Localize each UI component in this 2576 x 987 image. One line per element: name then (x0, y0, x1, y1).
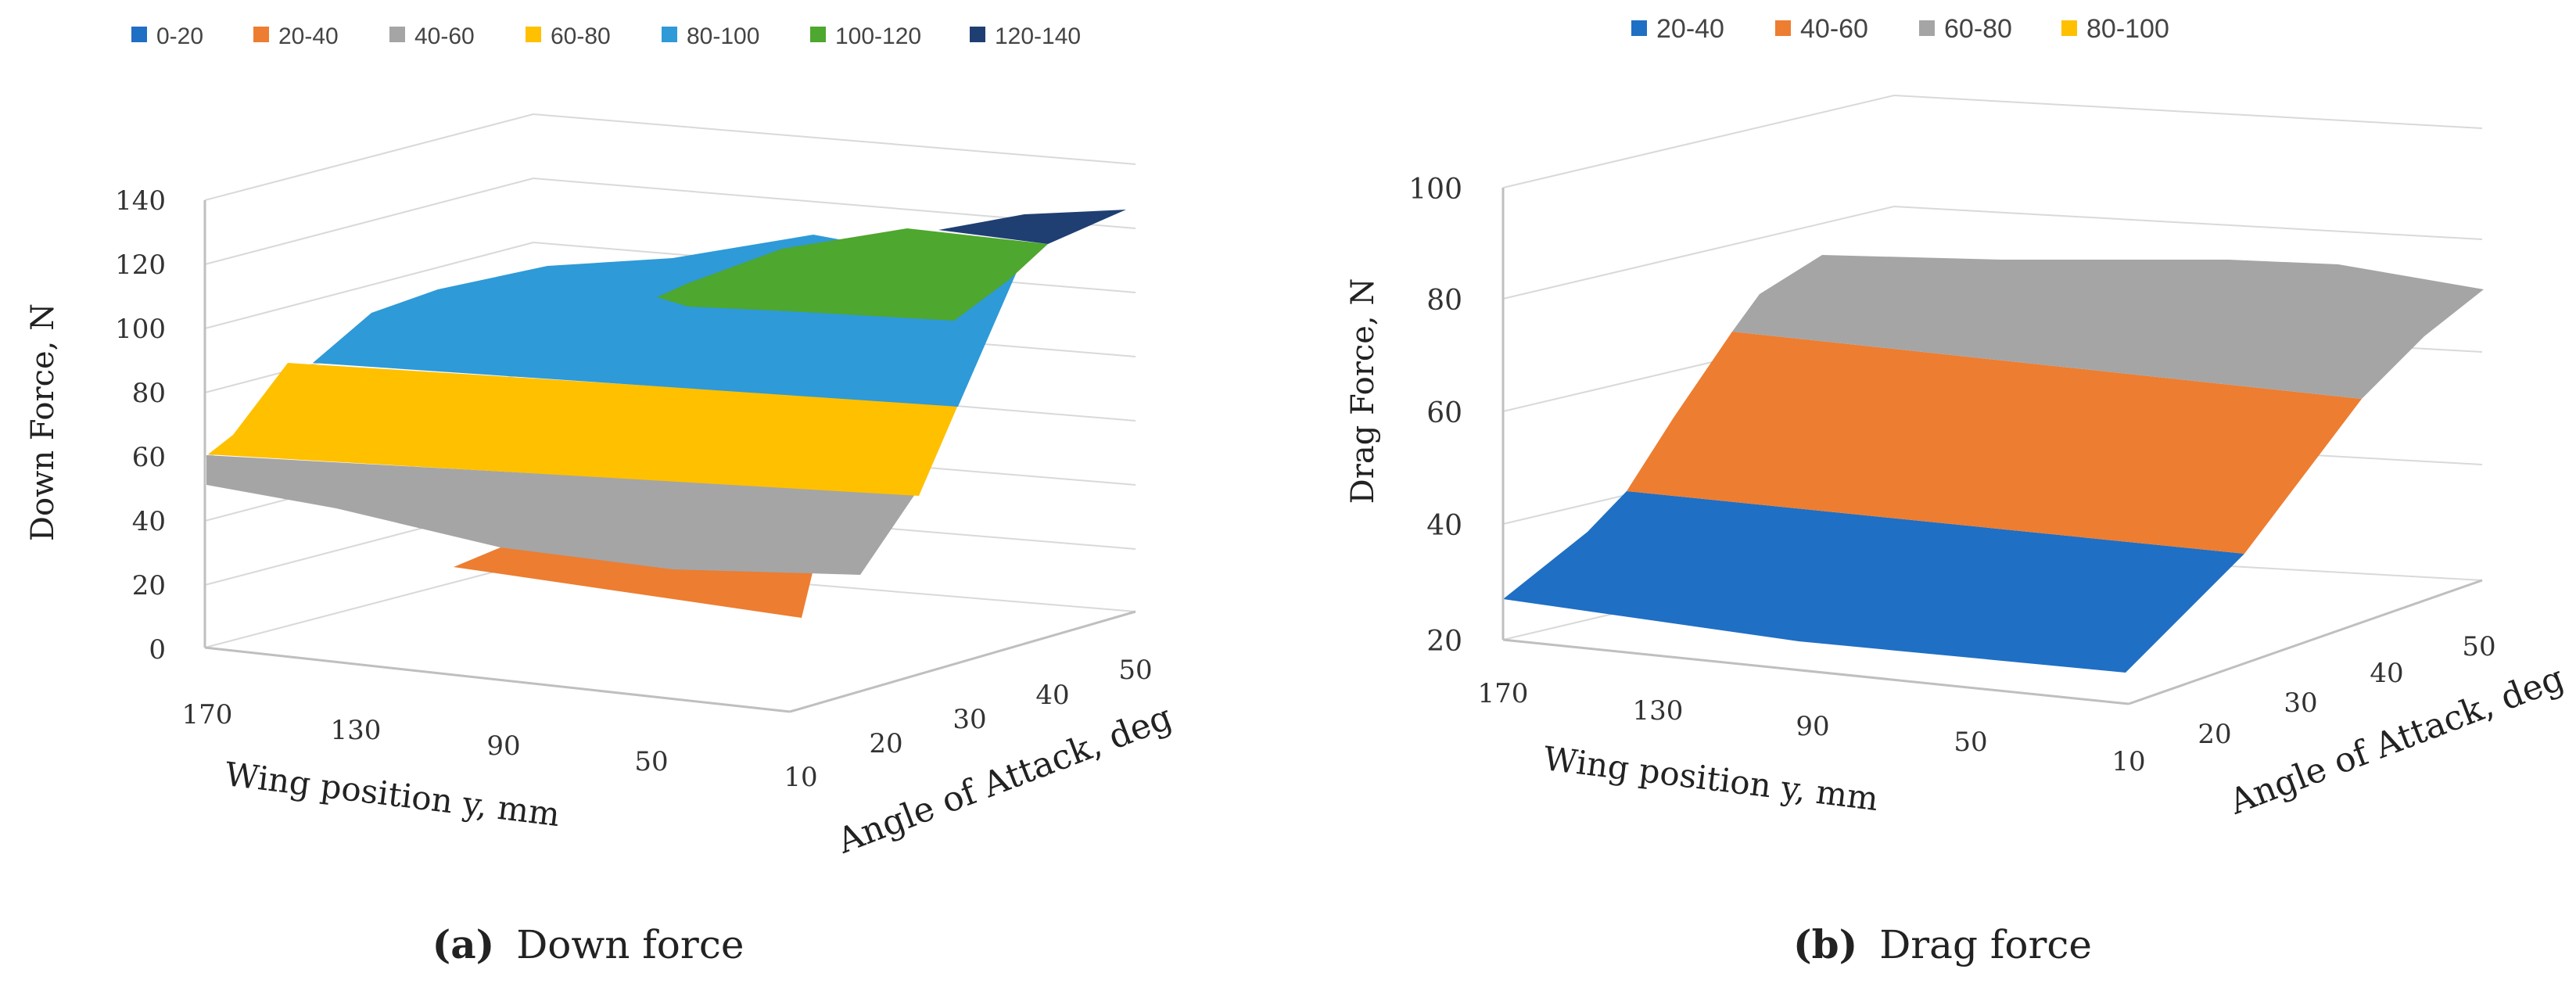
y-ticks-a: 20 30 40 50 (869, 655, 1152, 759)
z-tick-b-2: 60 (1426, 397, 1462, 429)
legend-a-swatch-3 (526, 27, 541, 42)
axes-a (203, 200, 1136, 713)
x-axis-b (1502, 638, 2129, 705)
x-tick-b-4: 10 (2111, 746, 2145, 777)
legend-a-label-6: 120-140 (995, 23, 1081, 49)
x-tick-b-2: 90 (1796, 711, 1829, 742)
legend-a-label-2: 40-60 (414, 23, 475, 49)
legend-b-label-2: 60-80 (1944, 14, 2012, 44)
y-tick-b-3: 40 (2370, 658, 2403, 689)
y-tick-b-4: 50 (2462, 631, 2495, 662)
legend-a-label-4: 80-100 (687, 23, 759, 49)
legend-b-swatch-3 (2061, 20, 2077, 36)
gridline-b-100 (1502, 94, 2483, 188)
legend-a-label-1: 20-40 (278, 23, 339, 49)
z-tick-b-0: 20 (1426, 626, 1462, 658)
z-tick-a-2: 40 (132, 506, 166, 537)
y-axis-b (2128, 579, 2483, 705)
caption-b-prefix: (b) (1793, 921, 1857, 967)
y-tick-a-4: 50 (1118, 655, 1152, 686)
gridline-a-140 (204, 113, 1136, 201)
legend-b-label-0: 20-40 (1656, 14, 1724, 44)
legend-a-label-3: 60-80 (551, 23, 611, 49)
z-tick-a-6: 120 (115, 249, 166, 281)
surface-b-band-60-80 (1732, 255, 2484, 399)
y-tick-b-1: 20 (2197, 719, 2231, 750)
legend-b-swatch-0 (1631, 20, 1647, 36)
surface-a-band-100-120 (657, 228, 1048, 321)
y-tick-a-3: 40 (1035, 680, 1069, 711)
caption-a-text: Down force (516, 922, 744, 967)
z-tick-a-4: 80 (132, 378, 166, 409)
legend-a-swatch-2 (389, 27, 405, 42)
x-tick-a-3: 50 (634, 746, 668, 777)
x-tick-b-0: 170 (1478, 678, 1529, 709)
legend-a-label-5: 100-120 (835, 23, 921, 49)
y-ticks-b: 20 30 40 50 (2197, 631, 2495, 750)
caption-b-text: Drag force (1879, 922, 2092, 967)
x-axis-label-b: Wing position y, mm (1541, 739, 1881, 818)
caption-a: (a) Down force (432, 921, 744, 967)
x-tick-a-0: 170 (182, 699, 233, 730)
x-tick-b-1: 130 (1633, 695, 1684, 727)
gridline-a-120 (204, 177, 1136, 265)
y-axis-a (789, 610, 1136, 713)
y-axis-label-a: Angle of Attack, deg (831, 697, 1177, 861)
legend-b-label-3: 80-100 (2086, 14, 2169, 44)
surface-b (1503, 255, 2484, 673)
caption-a-prefix: (a) (432, 921, 495, 967)
z-tick-a-7: 140 (115, 185, 166, 217)
surface-b-band-20-40 (1503, 491, 2244, 673)
y-tick-a-1: 20 (869, 728, 902, 759)
z-tick-b-1: 40 (1426, 510, 1462, 542)
x-tick-b-3: 50 (1954, 727, 1987, 758)
legend-a-swatch-5 (810, 27, 826, 42)
legend-b-label-1: 40-60 (1800, 14, 1868, 44)
surface-b-band-40-60 (1627, 332, 2362, 554)
legend-a-swatch-0 (131, 27, 147, 42)
x-tick-a-4: 10 (784, 762, 817, 793)
z-axis-label-b: Drag Force, N (1345, 278, 1381, 504)
z-tick-b-4: 100 (1408, 174, 1462, 206)
panel-a: 0-20 20-40 40-60 60-80 80-100 100-120 12… (25, 23, 1178, 967)
x-ticks-a: 170 130 90 50 10 (182, 699, 818, 793)
z-tick-a-5: 100 (115, 314, 166, 345)
legend-a-swatch-4 (662, 27, 677, 42)
x-axis-a (204, 646, 791, 713)
z-tick-a-0: 0 (149, 634, 166, 666)
x-tick-a-1: 130 (331, 715, 382, 746)
panel-b: 20-40 40-60 60-80 80-100 20 (1345, 14, 2570, 967)
z-tick-a-1: 20 (132, 570, 166, 601)
x-tick-a-2: 90 (486, 730, 520, 762)
y-tick-b-2: 30 (2284, 687, 2317, 719)
legend-b-swatch-1 (1775, 20, 1791, 36)
x-ticks-b: 170 130 90 50 10 (1478, 678, 2146, 777)
legend-a-swatch-1 (253, 27, 269, 42)
surface-a (206, 210, 1126, 618)
legend-b: 20-40 40-60 60-80 80-100 (1631, 14, 2169, 44)
z-ticks-b: 20 40 60 80 100 (1408, 174, 1462, 658)
gridline-b-80 (1502, 205, 2483, 300)
caption-b: (b) Drag force (1793, 921, 2092, 967)
legend-a-swatch-6 (970, 27, 985, 42)
legend-a-label-0: 0-20 (156, 23, 203, 49)
z-tick-a-3: 60 (132, 442, 166, 473)
z-axis-label-a: Down Force, N (25, 303, 61, 541)
z-ticks-a: 0 20 40 60 80 100 120 140 (115, 185, 166, 666)
legend-b-swatch-2 (1919, 20, 1935, 36)
y-tick-a-2: 30 (953, 704, 986, 735)
surface-a-band-60-80 (208, 363, 958, 496)
surface-a-band-120-140 (938, 210, 1126, 244)
x-axis-label-a: Wing position y, mm (223, 755, 562, 834)
z-tick-b-3: 80 (1426, 285, 1462, 317)
axes-b (1501, 188, 2483, 705)
legend-a: 0-20 20-40 40-60 60-80 80-100 100-120 12… (131, 23, 1081, 49)
